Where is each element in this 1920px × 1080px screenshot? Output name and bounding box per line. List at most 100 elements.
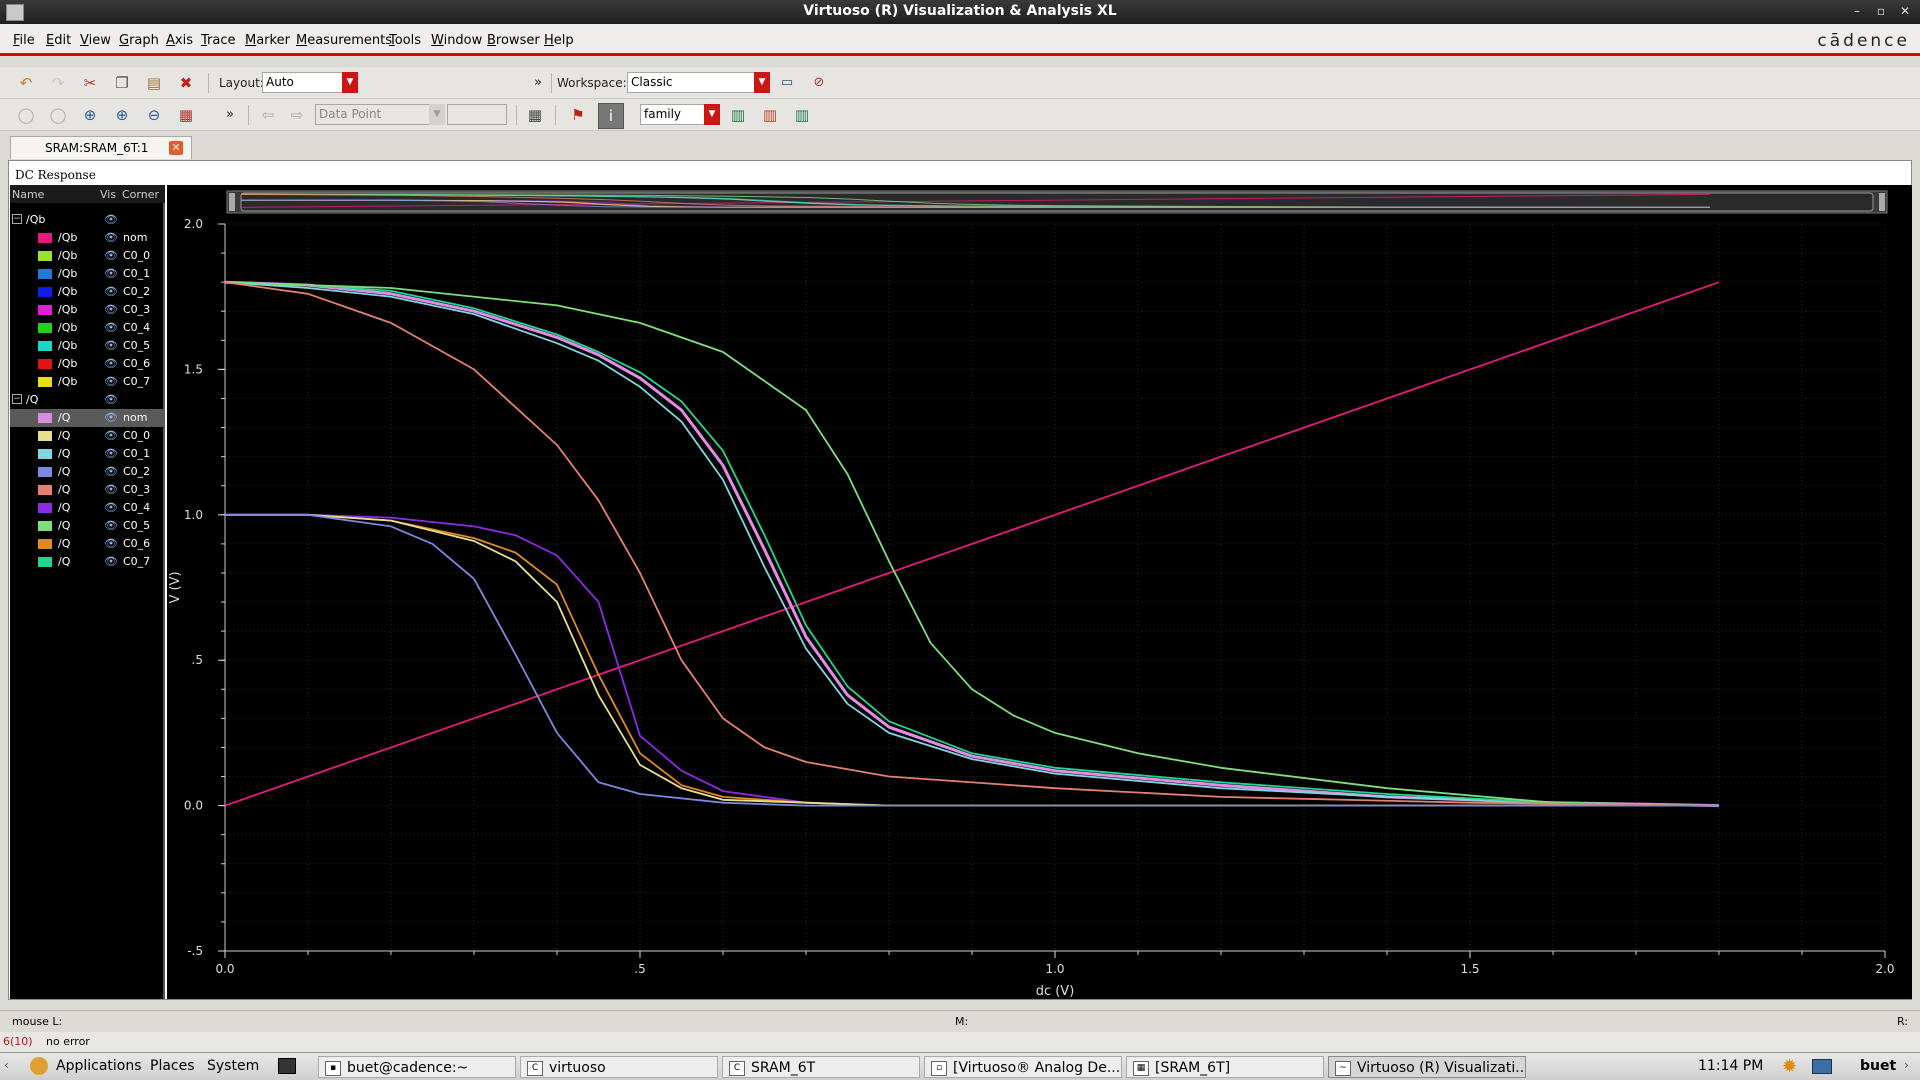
trace-line[interactable] [224,281,1720,807]
arrow-right-icon[interactable]: ⇨ [290,106,304,124]
task-terminal[interactable]: ▪ buet@cadence:~ [318,1056,516,1078]
legend-item[interactable]: /Q 👁 C0_7 [10,553,165,571]
menu-system[interactable]: System [207,1058,260,1074]
legend-group[interactable]: −/Q 👁 [10,391,165,409]
trace-line[interactable] [225,513,1719,807]
legend-item[interactable]: /Qb 👁 C0_0 [10,247,165,265]
eye-icon[interactable]: 👁 [104,483,118,496]
close-icon[interactable]: ✕ [169,141,183,155]
chevron-down-icon[interactable]: ▼ [342,72,358,93]
legend-item[interactable]: /Qb 👁 nom [10,229,165,247]
menu-measurements[interactable]: Measurements [296,33,393,48]
eye-icon[interactable]: 👁 [104,555,118,568]
family-select[interactable]: family ▼ [640,104,720,125]
menu-places[interactable]: Places [150,1058,195,1074]
network-icon[interactable] [1812,1059,1832,1074]
paste-icon[interactable]: ▤ [146,74,162,92]
legend-group[interactable]: −/Qb 👁 [10,211,165,229]
menu-edit[interactable]: Edit [46,33,72,48]
expand-toolbar-icon[interactable]: » [534,75,542,90]
legend-item[interactable]: /Q 👁 nom [10,409,165,427]
delete-workspace-icon[interactable]: ⊘ [813,75,825,90]
cut-icon[interactable]: ✂ [83,74,97,92]
legend-item[interactable]: /Qb 👁 C0_1 [10,265,165,283]
calculator-icon[interactable]: ▦ [527,106,543,124]
minimize-icon[interactable]: – [1854,4,1860,18]
legend-item[interactable]: /Q 👁 C0_3 [10,481,165,499]
close-icon[interactable]: ✕ [1899,4,1911,18]
menu-trace[interactable]: Trace [201,33,236,48]
trace-line[interactable] [224,281,1720,807]
eye-icon[interactable]: 👁 [104,357,118,370]
terminal-icon[interactable] [278,1058,296,1074]
menu-window[interactable]: Window [431,33,483,48]
workspace-select[interactable]: Classic ▼ [627,72,770,93]
eye-icon[interactable]: 👁 [104,267,118,280]
legend-item[interactable]: /Qb 👁 C0_2 [10,283,165,301]
task-sram-bracket[interactable]: ▦ [SRAM_6T] [1126,1056,1324,1078]
eye-icon[interactable]: 👁 [104,249,118,262]
refresh-icon[interactable]: ◯ [49,106,67,124]
dc-response-chart[interactable]: 0.0 .5 1.0 1.5 2.0 -.5 0.0 .5 1.0 1.5 2.0 dc (V) V (… [167,185,1912,999]
eye-icon[interactable]: 👁 [104,519,118,532]
menu-browser[interactable]: Browser [487,33,540,48]
task-analog-design[interactable]: ▫ [Virtuoso® Analog De... [924,1056,1122,1078]
legend-item[interactable]: /Q 👁 C0_6 [10,535,165,553]
clock[interactable]: 11:14 PM [1698,1058,1764,1074]
zoom-in-icon[interactable]: ⊕ [115,106,129,124]
weather-icon[interactable]: ✹ [1782,1056,1798,1077]
eye-icon[interactable]: 👁 [104,339,118,352]
trace-line[interactable] [224,281,1720,807]
eye-icon[interactable]: 👁 [104,231,118,244]
taskbar-left-arrow-icon[interactable]: ‹ [4,1058,9,1072]
menu-graph[interactable]: Graph [119,33,159,48]
eye-icon[interactable]: 👁 [104,303,118,316]
legend-item[interactable]: /Q 👁 C0_4 [10,499,165,517]
eye-icon[interactable]: 👁 [104,429,118,442]
legend-item[interactable]: /Qb 👁 C0_6 [10,355,165,373]
trace-line[interactable] [224,280,1720,808]
expand-toolbar-icon[interactable]: » [226,107,234,122]
eye-icon[interactable]: 👁 [104,393,118,406]
info-icon[interactable]: i [598,103,624,129]
collapse-icon[interactable]: − [12,214,22,224]
task-sram[interactable]: C SRAM_6T [722,1056,920,1078]
layout-select[interactable]: Auto ▼ [262,72,358,93]
menu-tools[interactable]: Tools [389,33,422,48]
chevron-down-icon[interactable]: ▼ [754,72,770,93]
eye-icon[interactable]: 👁 [104,447,118,460]
stop-icon[interactable]: ◯ [17,106,35,124]
legend-item[interactable]: /Qb 👁 C0_3 [10,301,165,319]
copy-icon[interactable]: ❐ [115,74,129,92]
arrow-left-icon[interactable]: ⇦ [261,106,275,124]
legend-item[interactable]: /Qb 👁 C0_7 [10,373,165,391]
menu-marker[interactable]: Marker [245,33,290,48]
trace-line[interactable] [224,281,1720,807]
datapoint-select[interactable]: Data Point ▼ [315,104,445,125]
legend-item[interactable]: /Q 👁 C0_2 [10,463,165,481]
save-workspace-icon[interactable]: ▭ [780,75,794,90]
redo-icon[interactable]: ↷ [51,74,65,92]
trace-line[interactable] [224,281,1720,807]
delete-icon[interactable]: ✖ [179,74,193,92]
maximize-icon[interactable]: ▫ [1876,4,1886,18]
zoom-box-icon[interactable]: ▦ [178,106,194,124]
menu-applications[interactable]: Applications [56,1058,142,1074]
eye-icon[interactable]: 👁 [104,285,118,298]
tab-sram[interactable]: SRAM:SRAM_6T:1 ✕ [10,136,192,159]
overview-scroller[interactable] [226,190,1888,214]
user-name[interactable]: buet [1860,1058,1897,1074]
eye-icon[interactable]: 👁 [104,501,118,514]
chevron-down-icon[interactable]: ▼ [429,104,445,125]
eye-icon[interactable]: 👁 [104,537,118,550]
eye-icon[interactable]: 👁 [104,411,118,424]
legend-item[interactable]: /Q 👁 C0_5 [10,517,165,535]
chevron-down-icon[interactable]: ▼ [704,104,720,125]
trace-split-icon[interactable]: ▥ [794,106,810,124]
eye-icon[interactable]: 👁 [104,321,118,334]
collapse-icon[interactable]: − [12,394,22,404]
eye-icon[interactable]: 👁 [104,213,118,226]
menu-file[interactable]: File [13,33,35,48]
datapoint-value-field[interactable] [447,104,507,125]
